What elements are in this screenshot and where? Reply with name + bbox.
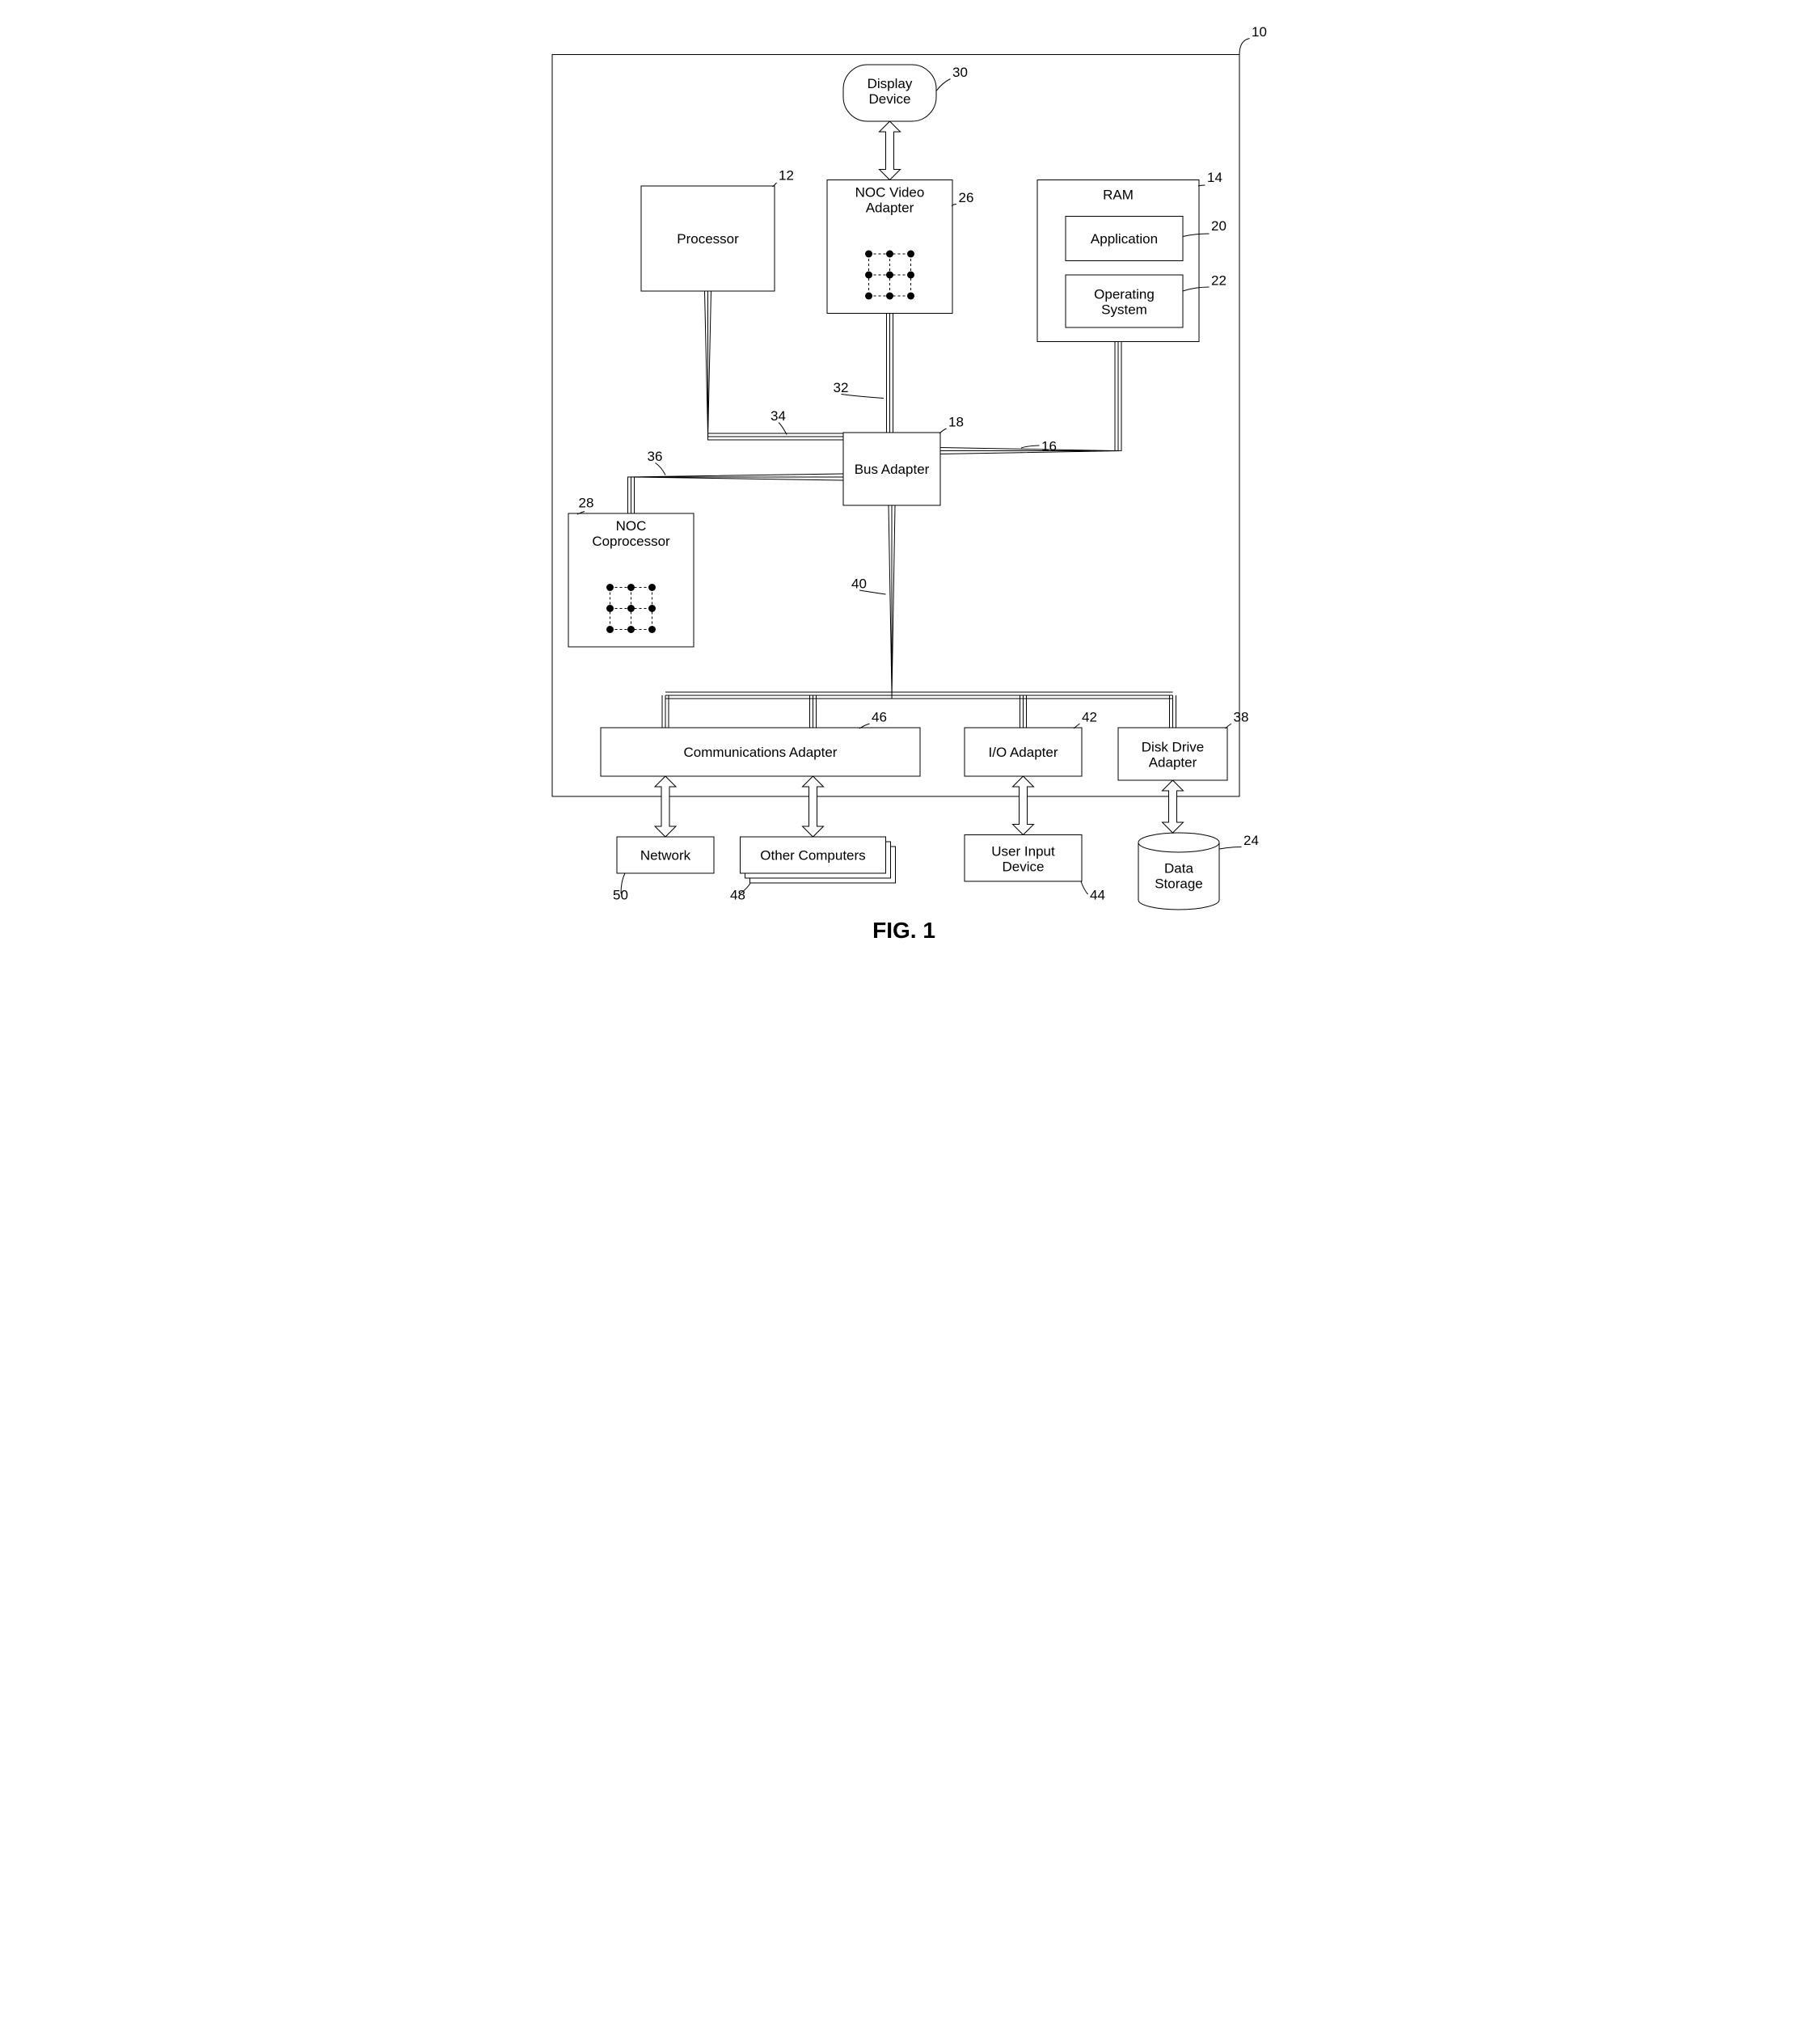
ref-34: 34 — [771, 408, 786, 424]
svg-text:DisplayDevice: DisplayDevice — [867, 76, 912, 107]
ref-12: 12 — [779, 168, 794, 184]
ref-38: 38 — [1233, 710, 1248, 725]
svg-text:RAM: RAM — [1103, 188, 1134, 203]
svg-text:Network: Network — [640, 848, 690, 864]
svg-text:OperatingSystem: OperatingSystem — [1094, 287, 1155, 318]
figure-title: FIG. 1 — [872, 918, 935, 943]
svg-text:I/O Adapter: I/O Adapter — [988, 745, 1058, 760]
svg-text:Communications Adapter: Communications Adapter — [683, 745, 837, 760]
ref-28: 28 — [578, 496, 593, 511]
ref-44: 44 — [1090, 888, 1105, 903]
ref-26: 26 — [958, 190, 973, 205]
ref-40: 40 — [851, 576, 867, 592]
ref-18: 18 — [948, 415, 964, 430]
svg-text:Disk DriveAdapter: Disk DriveAdapter — [1141, 740, 1203, 771]
ref-48: 48 — [730, 888, 745, 903]
ref-36: 36 — [647, 449, 662, 464]
ref-20: 20 — [1211, 218, 1226, 234]
ref-10: 10 — [1252, 24, 1267, 40]
ref-32: 32 — [833, 380, 848, 395]
ref-30: 30 — [952, 65, 968, 80]
ref-22: 22 — [1211, 273, 1226, 289]
svg-text:Application: Application — [1090, 231, 1157, 247]
ref-14: 14 — [1207, 170, 1222, 185]
ref-24: 24 — [1243, 833, 1259, 848]
ref-42: 42 — [1082, 710, 1097, 725]
svg-text:Bus Adapter: Bus Adapter — [854, 462, 929, 477]
svg-text:Other Computers: Other Computers — [760, 848, 865, 864]
ref-50: 50 — [613, 888, 628, 903]
ref-16: 16 — [1041, 439, 1057, 454]
svg-text:Processor: Processor — [677, 231, 739, 247]
ref-46: 46 — [872, 710, 887, 725]
